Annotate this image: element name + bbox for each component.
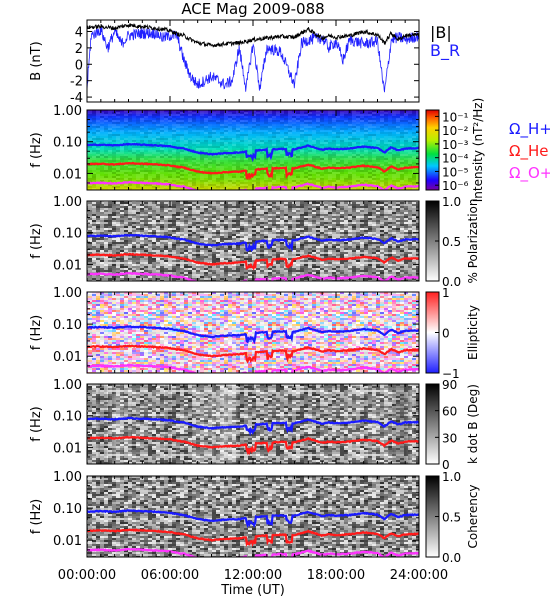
colorbar-tick-label: 10⁻³ [442,138,469,152]
y-tick-label: 0.01 [53,167,82,182]
o-gyrofrequency-line [87,180,419,190]
y-tick-label: 1.00 [53,470,82,485]
y-axis-label: f (Hz) [29,315,44,350]
y-tick-label: 0.10 [53,410,82,425]
ion-legend: Ω_H+ Ω_He+ Ω_O+ [509,120,550,183]
colorbar-tick-label: 1.0 [442,470,461,484]
colorbar-tick-label: 0.0 [442,275,461,289]
polarization-panel: 1.00 0.10 0.01 f (Hz) 1.0 0.5 0.0 % Polarizatio… [29,195,480,289]
magnetic-field-ylabel: B (nT) [29,41,44,80]
h-gyrofrequency-line [87,416,419,437]
colorbar: 1.0 0.5 0.0 % Polarization [425,195,480,289]
h-gyrofrequency-line [87,142,419,163]
colorbar: 90 60 30 0 k dot B (Deg) [425,378,480,472]
colorbar-tick-label: 0 [442,458,450,472]
h-gyrofrequency-line [87,509,419,529]
y-tick-label: 4 [75,25,83,40]
x-axis: 00:00:00 06:00:00 12:00:00 18:00:00 24:0… [58,568,448,598]
x-tick-label: 06:00:00 [141,568,199,583]
x-tick-label: 00:00:00 [58,568,116,583]
y-tick-label: 1.00 [53,286,82,301]
o-gyrofrequency-line [87,363,419,373]
colorbar-scale [425,383,440,465]
magnetic-field-panel: 4 20 -2-4 B (nT) |B| B_R [29,19,460,106]
y-tick-label: 0.01 [53,534,82,549]
x-axis-label: Time (UT) [220,583,285,598]
colorbar-tick-label: 0.0 [442,551,461,565]
y-axis-label: f (Hz) [29,406,44,441]
colorbar-tick-label: 10⁻⁵ [442,165,469,179]
he-gyrofrequency-line [87,528,419,547]
legend-b-r: B_R [430,41,460,61]
colorbar: 10⁻¹10⁻²10⁻³10⁻⁴10⁻⁵10⁻⁶ Intensity (nT²/H… [425,98,485,203]
y-tick-label: -4 [70,91,83,106]
h-gyrofrequency-line [87,233,419,253]
colorbar-tick-label: −1 [442,367,460,381]
colorbar-label: % Polarization [466,199,480,284]
colorbar-label: Intensity (nT²/Hz) [471,98,485,203]
y-tick-label: 1.00 [53,195,82,210]
y-tick-label: 0 [75,58,83,73]
b-r-line [87,25,419,93]
legend-entry: Ω_H+ [509,120,550,139]
y-tick-label: 0.01 [53,441,82,456]
y-tick-label: 0.10 [53,318,82,333]
figure-title: ACE Mag 2009-088 [181,0,324,18]
y-tick-label: 0.01 [53,258,82,273]
colorbar: 1 0 −1 Ellipticity [425,286,480,381]
y-axis-label: f (Hz) [29,223,44,258]
o-gyrofrequency-line [87,547,419,557]
colorbar: 1.0 0.5 0.0 Coherency [425,470,480,565]
o-gyrofrequency-line [87,271,419,281]
colorbar-tick-label: 90 [442,378,457,392]
h-gyrofrequency-line [87,325,419,345]
power-spectrum-panel: 1.00 0.10 0.01 f (Hz) 10⁻¹10⁻²10⁻³10⁻⁴10⁻⁵10… [29,98,550,203]
x-tick-label: 12:00:00 [224,568,282,583]
colorbar-tick-label: 10⁻² [442,124,469,138]
b-total-line [87,23,419,48]
wave-normal-angle-panel: 1.00 0.10 0.01 f (Hz) 90 60 30 0 k dot B (Deg) [29,378,480,472]
ellipticity-panel: 1.00 0.10 0.01 f (Hz) 1 0 −1 Ellipticity [29,286,480,381]
y-tick-label: 2 [75,42,83,57]
coherency-panel: 1.00 0.10 0.01 f (Hz) 1.0 0.5 0.0 Coherency [29,470,480,565]
legend-entry: Ω_O+ [509,164,550,183]
y-axis-label: f (Hz) [29,132,44,167]
colorbar-tick-label: 0.5 [442,235,461,249]
y-tick-label: 1.00 [53,104,82,119]
he-gyrofrequency-line [87,435,419,456]
x-tick-label: 18:00:00 [307,568,365,583]
colorbar-label: Coherency [466,484,480,548]
legend-b-total: |B| [430,23,452,42]
y-axis-label: f (Hz) [29,499,44,534]
colorbar-tick-label: 30 [442,431,457,445]
colorbar-tick-label: 60 [442,405,457,419]
y-tick-label: 0.01 [53,350,82,365]
legend-entry: Ω_He+ [509,142,550,161]
colorbar-tick-label: 1 [442,286,450,300]
colorbar-tick-label: 0 [442,327,450,341]
y-tick-label: 0.10 [53,502,82,517]
colorbar-label: k dot B (Deg) [466,384,480,464]
x-tick-label: 24:00:00 [390,568,448,583]
y-tick-label: 0.10 [53,136,82,151]
colorbar-tick-label: 10⁻¹ [442,110,469,124]
colorbar-tick-label: 1.0 [442,195,461,209]
y-tick-label: -2 [70,75,83,90]
he-gyrofrequency-line [87,252,419,271]
colorbar-tick-label: 0.5 [442,511,461,525]
colorbar-tick-label: 10⁻⁶ [442,179,469,193]
y-tick-label: 0.10 [53,227,82,242]
y-tick-label: 1.00 [53,378,82,393]
colorbar-tick-label: 10⁻⁴ [442,152,469,166]
colorbar-label: Ellipticity [466,305,480,360]
he-gyrofrequency-line [87,344,419,364]
colorbar-scale [425,109,440,191]
he-gyrofrequency-line [87,161,419,181]
spectrogram-image [87,292,419,373]
